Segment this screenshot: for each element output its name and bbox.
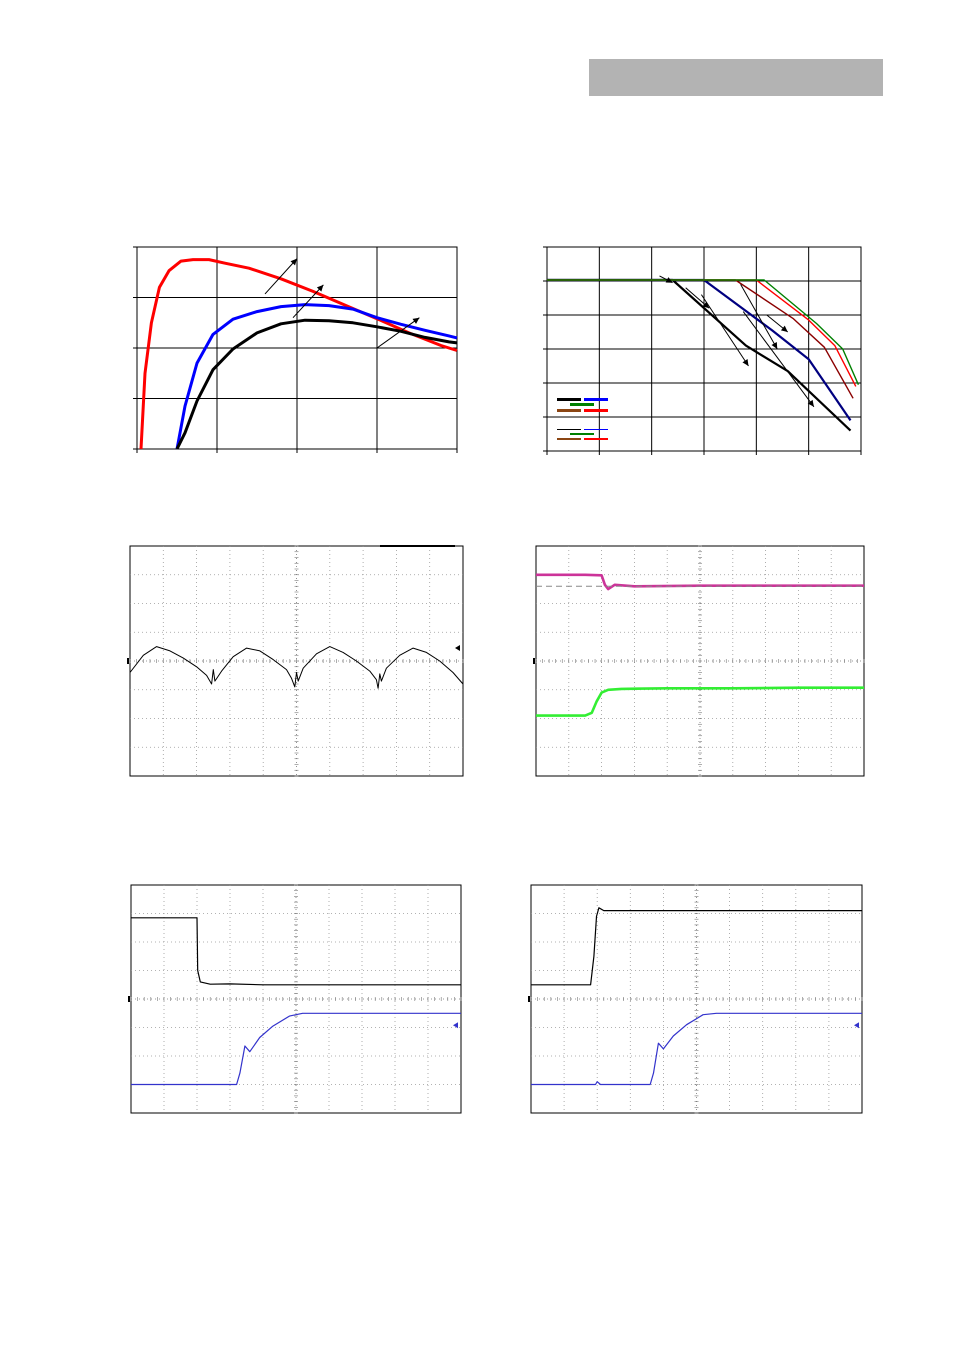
ground-marker <box>533 658 535 664</box>
efficiency-chart <box>133 246 458 453</box>
arrow-head <box>780 325 788 332</box>
series-line <box>175 318 458 450</box>
series-group <box>131 917 461 1086</box>
series-group <box>531 907 862 1086</box>
series-line <box>129 646 464 689</box>
ground-marker <box>127 658 129 664</box>
scope-grid <box>130 884 462 1114</box>
scope-grid <box>129 545 464 777</box>
legend-swatch <box>584 398 608 401</box>
scope-markers <box>533 658 535 664</box>
legend <box>557 398 608 440</box>
ground-marker <box>128 996 130 1002</box>
series-line <box>547 279 860 385</box>
series-group <box>129 646 464 689</box>
legend-swatch <box>570 433 594 435</box>
legend-swatch <box>557 398 581 401</box>
scope-grid <box>535 545 865 777</box>
series-line <box>531 1012 862 1086</box>
arrow-head <box>412 317 420 324</box>
trigger-marker <box>455 645 460 651</box>
annotation-arrow <box>700 294 749 367</box>
legend-swatch <box>557 438 581 440</box>
scope-markers <box>127 545 460 664</box>
scope-markers <box>128 996 458 1029</box>
trigger-marker <box>854 1022 859 1029</box>
scope-markers <box>528 996 859 1029</box>
series-line <box>175 303 458 450</box>
ripple-scope <box>127 545 464 777</box>
series-group <box>536 573 864 717</box>
arrow-head <box>702 301 710 309</box>
load-transient-scope <box>533 545 865 777</box>
legend-swatch <box>570 403 594 406</box>
arrow-head <box>665 277 673 283</box>
series-line <box>536 686 864 717</box>
arrow-head <box>316 284 324 292</box>
annotation-arrow <box>740 284 778 350</box>
legend-swatch <box>557 409 581 412</box>
arrow-head <box>771 342 778 349</box>
series-line <box>131 1012 461 1086</box>
legend-swatch <box>557 429 581 430</box>
arrow-head <box>807 399 814 407</box>
arrow-head <box>742 359 749 366</box>
series-group <box>139 258 458 450</box>
annotation-arrow <box>264 258 298 295</box>
header-bar <box>589 59 883 96</box>
series-line <box>131 917 461 986</box>
series-group <box>547 278 860 432</box>
derating-chart <box>543 246 862 455</box>
plot-grid <box>133 246 458 453</box>
series-line <box>531 907 862 986</box>
ground-marker <box>528 996 530 1002</box>
plot-grid <box>543 246 862 455</box>
trigger-marker <box>453 1022 458 1029</box>
legend-swatch <box>584 429 608 430</box>
annotation-arrow <box>376 317 420 349</box>
legend-swatch <box>584 409 608 412</box>
series-line <box>547 279 854 399</box>
scope-grid <box>530 884 863 1114</box>
series-line <box>139 258 458 450</box>
annotation-group <box>264 258 420 349</box>
turn-on-scope <box>528 884 863 1114</box>
arrow-head <box>290 258 297 266</box>
annotation-arrow <box>742 311 815 408</box>
turn-off-scope <box>128 884 462 1114</box>
series-line <box>536 573 864 591</box>
legend-swatch <box>584 438 608 440</box>
annotation-arrow <box>292 284 324 319</box>
annotation-group <box>659 275 815 408</box>
